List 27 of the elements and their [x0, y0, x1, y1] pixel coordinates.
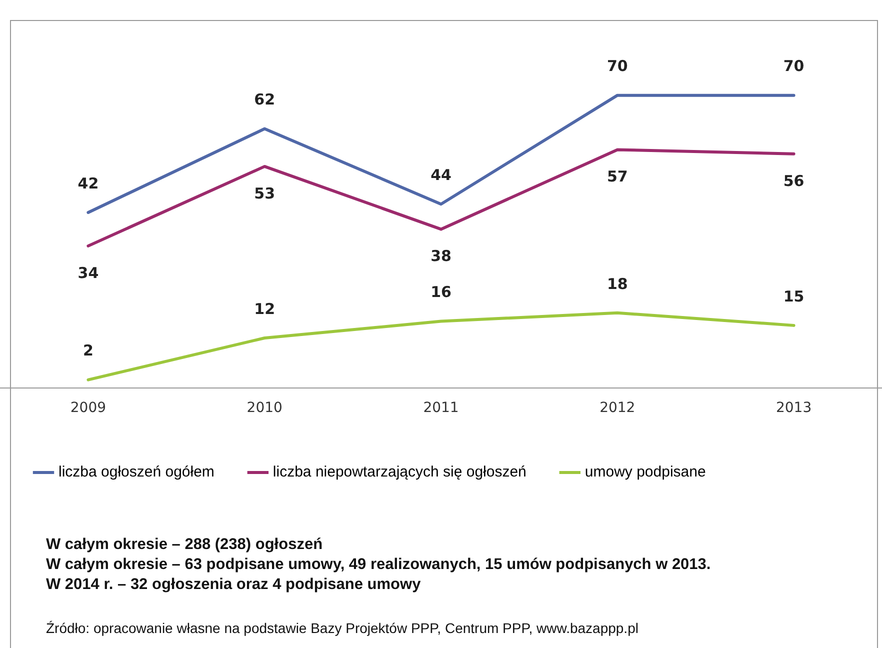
legend-label: liczba ogłoszeń ogółem [58, 464, 214, 481]
x-tick-label: 2011 [423, 400, 459, 416]
data-label: 57 [606, 168, 628, 186]
data-label: 34 [78, 264, 99, 282]
data-label: 70 [783, 57, 804, 76]
data-label: 12 [254, 300, 276, 318]
text: Źródło: opracowanie własne na podstawie Bazy Projektów PPP, Centrum PPP, www.bazappp.pl [46, 620, 640, 636]
data-label: 2 [82, 342, 94, 360]
data-label: 56 [783, 172, 804, 190]
text: W 2014 r. – 32 ogłoszenia oraz 4 podpisane umowy [46, 576, 422, 594]
data-label: 38 [430, 247, 452, 266]
data-label: 53 [254, 184, 276, 202]
data-label: 44 [430, 166, 452, 184]
data-label: 15 [783, 287, 804, 306]
x-tick-label: 2010 [246, 400, 282, 416]
data-label: 18 [606, 274, 628, 293]
legend-label: liczba niepowtarzających się ogłoszeń [272, 464, 526, 481]
x-tick-label: 2009 [70, 400, 106, 416]
data-label: 16 [430, 283, 452, 302]
text: W całym okresie – 63 podpisane umowy, 49 realizowanych, 15 umów podpisanych w 2013. [46, 556, 711, 574]
data-label: 70 [606, 57, 628, 76]
text: W całym okresie – 288 (238) ogłoszeń [46, 536, 324, 554]
data-label: 62 [254, 90, 276, 109]
legend-label: umowy podpisane [584, 464, 706, 481]
data-label: 42 [78, 174, 99, 192]
x-tick-label: 2013 [776, 400, 812, 416]
x-tick-label: 2012 [600, 400, 636, 416]
